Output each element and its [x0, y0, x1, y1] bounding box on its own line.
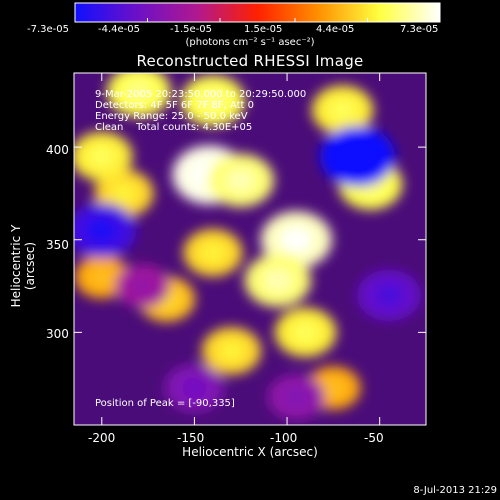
colorbar-tick-label: -1.5e-05 [170, 24, 212, 35]
source-core [340, 142, 374, 170]
plot-frame [73, 72, 427, 426]
source-core [111, 182, 138, 205]
source-core [124, 80, 153, 104]
source-core [321, 378, 346, 398]
annotation-energy-range: Energy Range: 25.0 - 50.0 keV [95, 111, 248, 122]
y-axis-label: Heliocentric Y (arcsec) [9, 224, 37, 308]
source-core [283, 386, 309, 408]
source-core [226, 168, 256, 193]
source-core [88, 145, 116, 168]
source-core [181, 377, 208, 399]
source-core [86, 218, 117, 243]
colorbar [74, 2, 441, 23]
source-core [263, 268, 293, 293]
annotation-peak-position: Position of Peak = [-90,335] [95, 398, 235, 409]
source-core [89, 267, 114, 287]
source-core [292, 321, 320, 344]
x-tick-label: -50 [364, 431, 384, 445]
annotation-clean-counts: Clean Total counts: 4.30E+05 [95, 122, 253, 133]
colorbar-unit-label: (photons cm⁻² s⁻¹ asec⁻²) [185, 37, 315, 48]
x-tick-label: -200 [88, 431, 116, 445]
source-core [280, 226, 312, 253]
colorbar-tick-label: 7.3e-05 [400, 24, 439, 35]
annotation-detectors: Detectors: 4F 5F 6F 7F 8F, Att 0 [95, 100, 255, 111]
y-tick-label: 350 [46, 238, 69, 252]
annotation-time-range: 9-Mar-2005 20:23:50.000 to 20:29:50.000 [95, 89, 307, 100]
x-tick-label: -100 [270, 431, 298, 445]
source-core [130, 276, 155, 296]
x-axis-label: Heliocentric X (arcsec) [182, 445, 318, 459]
heatmap-sources [74, 73, 421, 420]
source-core [198, 89, 228, 113]
source-core [374, 283, 404, 307]
colorbar-tick-label: -7.3e-05 [27, 24, 69, 35]
colorbar-tick-label: 4.4e-05 [316, 24, 355, 35]
y-tick-label: 400 [46, 143, 69, 157]
source-core [218, 340, 245, 362]
source-core [199, 242, 226, 264]
colorbar-gradient [74, 2, 441, 23]
y-tick-label: 300 [46, 327, 69, 341]
timestamp: 8-Jul-2013 21:29 [413, 485, 497, 496]
x-tick-label: -150 [177, 431, 205, 445]
colorbar-tick-label: -4.4e-05 [98, 24, 140, 35]
chart-title: Reconstructed RHESSI Image [136, 52, 364, 70]
source-core [329, 98, 357, 122]
colorbar-tick-label: 1.5e-05 [244, 24, 283, 35]
